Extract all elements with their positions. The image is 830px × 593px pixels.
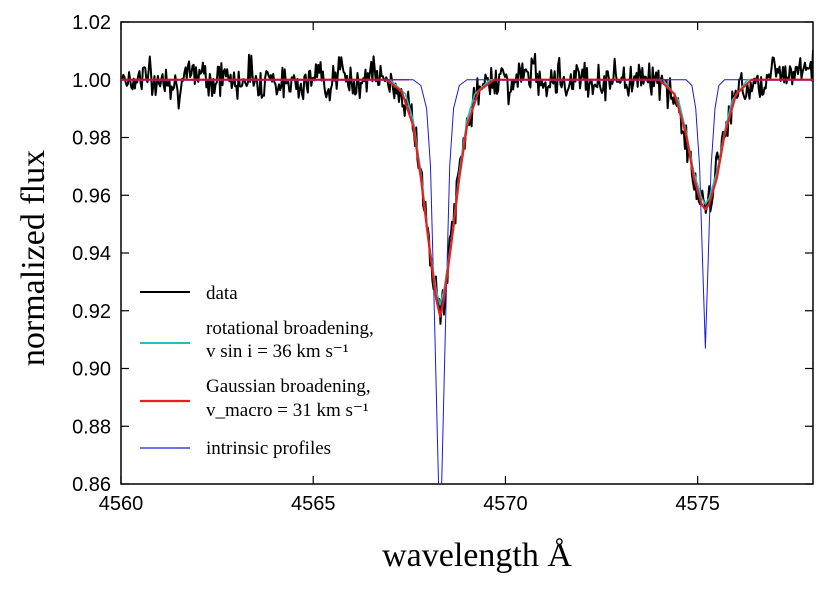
- legend-label-rotational-2: v sin i = 36 km s⁻¹: [206, 341, 349, 362]
- y-axis-label: normalized flux: [15, 150, 52, 366]
- x-tick-label: 4575: [675, 493, 720, 515]
- y-tick-label: 0.98: [72, 128, 111, 150]
- legend: data rotational broadening,v sin i = 36 k…: [140, 283, 374, 459]
- y-tick-label: 1.00: [72, 70, 111, 92]
- series-layer: [121, 49, 813, 484]
- legend-label-data: data: [206, 283, 238, 304]
- legend-label-gaussian-2: v_macro = 31 km s⁻¹: [206, 400, 369, 421]
- x-axis-label: wavelength Å: [382, 537, 572, 574]
- legend-label-rotational-1: rotational broadening,: [206, 318, 374, 339]
- y-tick-label: 0.92: [72, 301, 111, 323]
- x-tick-label: 4565: [291, 493, 336, 515]
- x-tick-label: 4560: [99, 493, 144, 515]
- y-tick-label: 0.94: [72, 243, 111, 265]
- tick-labels: 4560 4565 4570 4575 0.86 0.88 0.90 0.92 0.94 0.96…: [72, 12, 720, 515]
- legend-label-intrinsic: intrinsic profiles: [206, 438, 331, 459]
- y-tick-label: 0.96: [72, 185, 111, 207]
- y-tick-label: 1.02: [72, 12, 111, 34]
- legend-label-gaussian-1: Gaussian broadening,: [206, 376, 371, 397]
- series-gaussian-line: [121, 78, 813, 318]
- y-tick-label: 0.88: [72, 416, 111, 438]
- x-tick-label: 4570: [483, 493, 528, 515]
- y-tick-label: 0.86: [72, 474, 111, 496]
- series-intrinsic-line: [121, 79, 813, 484]
- y-tick-label: 0.90: [72, 359, 111, 381]
